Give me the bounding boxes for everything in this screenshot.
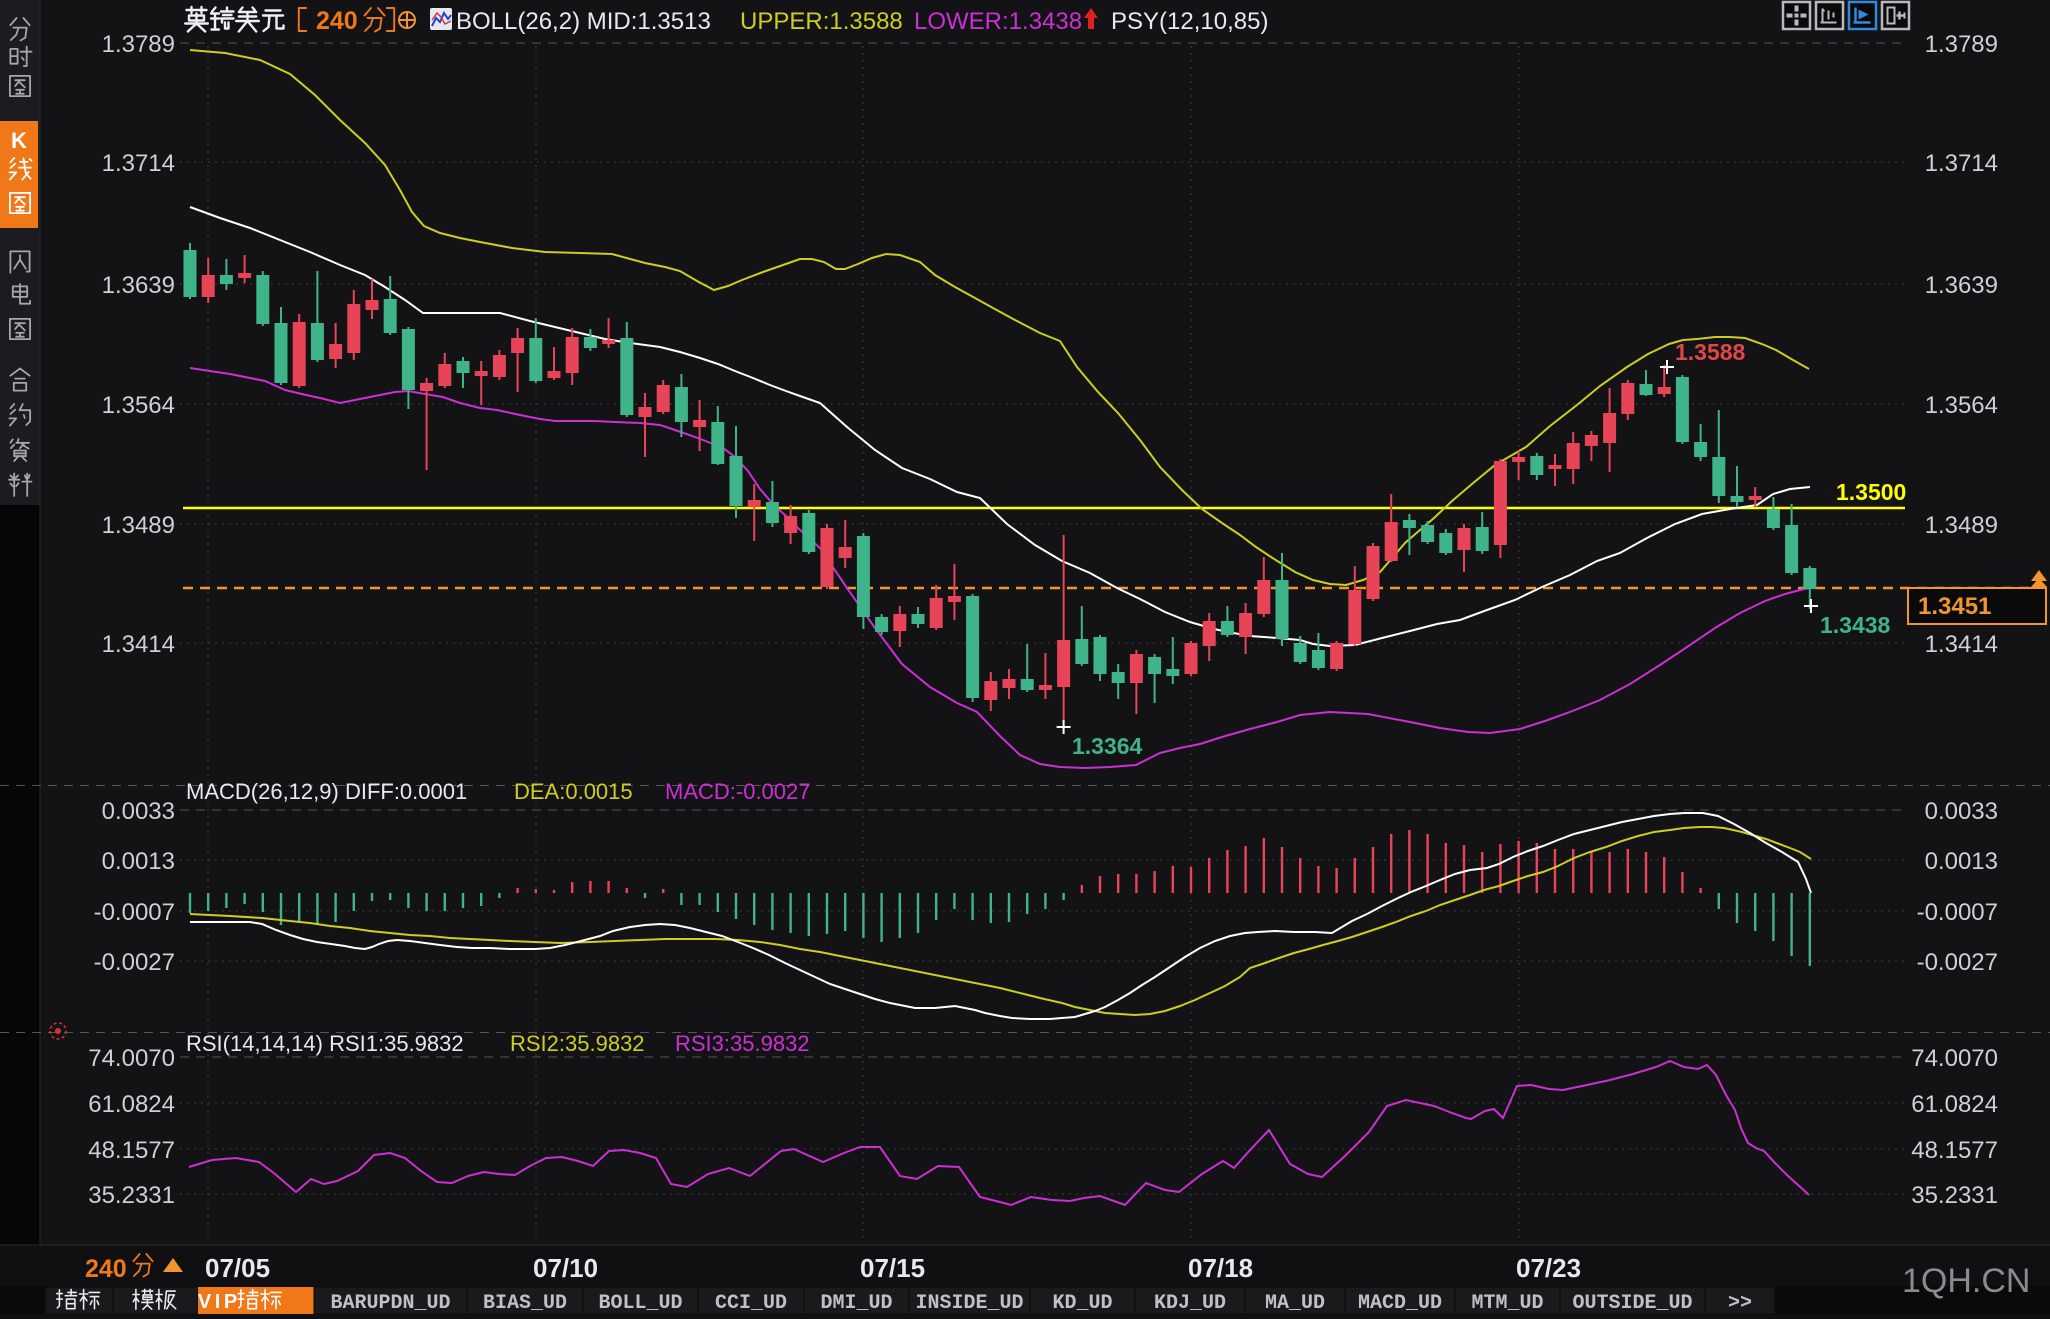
svg-text:61.0824: 61.0824 <box>1911 1091 1998 1118</box>
svg-text:0.0013: 0.0013 <box>1925 848 1998 875</box>
svg-text:MTM_UD: MTM_UD <box>1471 1292 1543 1314</box>
svg-text:1.3639: 1.3639 <box>1925 272 1998 299</box>
svg-text:74.0070: 74.0070 <box>1911 1045 1998 1072</box>
svg-text:I: I <box>215 1291 221 1313</box>
svg-text:RSI2:35.9832: RSI2:35.9832 <box>510 1031 645 1056</box>
svg-text:-0.0027: -0.0027 <box>1917 949 1998 976</box>
svg-text:1.3588: 1.3588 <box>1675 339 1746 365</box>
svg-text:1.3451: 1.3451 <box>1918 593 1991 620</box>
svg-text:1QH.CN: 1QH.CN <box>1902 1262 2030 1300</box>
svg-text:P: P <box>224 1291 237 1313</box>
svg-text:35.2331: 35.2331 <box>88 1182 175 1209</box>
svg-text:>>: >> <box>1728 1292 1752 1314</box>
svg-text:-0.0007: -0.0007 <box>94 899 175 926</box>
svg-text:07/05: 07/05 <box>205 1253 270 1283</box>
svg-text:1.3500: 1.3500 <box>1836 479 1906 505</box>
svg-text:1.3414: 1.3414 <box>1925 631 1998 658</box>
svg-text:0.0033: 0.0033 <box>102 798 175 825</box>
svg-text:1.3714: 1.3714 <box>102 150 175 177</box>
svg-text:35.2331: 35.2331 <box>1911 1182 1998 1209</box>
svg-text:INSIDE_UD: INSIDE_UD <box>915 1292 1023 1314</box>
svg-text:MACD_UD: MACD_UD <box>1358 1292 1442 1314</box>
svg-text:07/15: 07/15 <box>860 1253 925 1283</box>
svg-text:LOWER:1.3438: LOWER:1.3438 <box>914 8 1082 35</box>
svg-text:V: V <box>198 1291 212 1313</box>
svg-text:-0.0007: -0.0007 <box>1917 899 1998 926</box>
svg-text:DMI_UD: DMI_UD <box>820 1292 892 1314</box>
svg-text:1.3489: 1.3489 <box>1925 512 1998 539</box>
svg-text:BOLL_UD: BOLL_UD <box>598 1292 682 1314</box>
svg-text:BARUPDN_UD: BARUPDN_UD <box>330 1292 450 1314</box>
svg-text:1.3789: 1.3789 <box>102 31 175 58</box>
svg-text:CCI_UD: CCI_UD <box>715 1292 787 1314</box>
svg-text:1.3564: 1.3564 <box>102 392 175 419</box>
svg-text:DEA:0.0015: DEA:0.0015 <box>514 779 633 804</box>
svg-text:1.3714: 1.3714 <box>1925 150 1998 177</box>
svg-text:1.3789: 1.3789 <box>1925 31 1998 58</box>
svg-text:61.0824: 61.0824 <box>88 1091 175 1118</box>
svg-text:1.3364: 1.3364 <box>1072 733 1143 759</box>
svg-text:RSI(14,14,14) RSI1:35.9832: RSI(14,14,14) RSI1:35.9832 <box>186 1031 464 1056</box>
svg-text:PSY(12,10,85): PSY(12,10,85) <box>1111 8 1268 35</box>
svg-text:MACD(26,12,9) DIFF:0.0001: MACD(26,12,9) DIFF:0.0001 <box>186 779 467 804</box>
svg-text:KD_UD: KD_UD <box>1052 1292 1112 1314</box>
svg-text:OUTSIDE_UD: OUTSIDE_UD <box>1572 1292 1692 1314</box>
svg-text:K: K <box>11 128 27 153</box>
svg-text:-0.0027: -0.0027 <box>94 949 175 976</box>
svg-text:1.3564: 1.3564 <box>1925 392 1998 419</box>
svg-text:48.1577: 48.1577 <box>1911 1137 1998 1164</box>
svg-text:07/23: 07/23 <box>1516 1253 1581 1283</box>
svg-text:1.3489: 1.3489 <box>102 512 175 539</box>
svg-text:MA_UD: MA_UD <box>1265 1292 1325 1314</box>
svg-text:MACD:-0.0027: MACD:-0.0027 <box>665 779 811 804</box>
svg-text:07/18: 07/18 <box>1188 1253 1253 1283</box>
svg-text:1.3639: 1.3639 <box>102 272 175 299</box>
svg-text:UPPER:1.3588: UPPER:1.3588 <box>740 8 903 35</box>
svg-text:BOLL(26,2) MID:1.3513: BOLL(26,2) MID:1.3513 <box>456 8 711 35</box>
svg-text:RSI3:35.9832: RSI3:35.9832 <box>675 1031 810 1056</box>
svg-text:0.0013: 0.0013 <box>102 848 175 875</box>
svg-text:1.3414: 1.3414 <box>102 631 175 658</box>
svg-text:KDJ_UD: KDJ_UD <box>1154 1292 1226 1314</box>
svg-text:74.0070: 74.0070 <box>88 1045 175 1072</box>
svg-text:07/10: 07/10 <box>533 1253 598 1283</box>
svg-text:1.3438: 1.3438 <box>1820 612 1891 638</box>
svg-text:BIAS_UD: BIAS_UD <box>483 1292 567 1314</box>
svg-text:0.0033: 0.0033 <box>1925 798 1998 825</box>
svg-text:240: 240 <box>316 7 358 35</box>
svg-text:240: 240 <box>85 1255 127 1283</box>
svg-text:48.1577: 48.1577 <box>88 1137 175 1164</box>
